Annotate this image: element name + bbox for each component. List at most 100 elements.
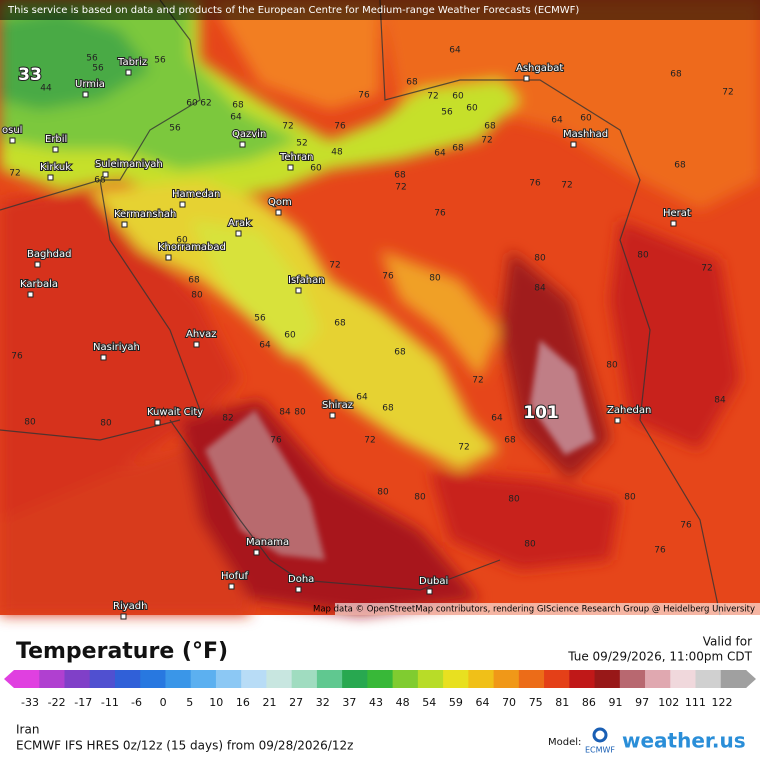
colorbar-segment bbox=[695, 670, 722, 688]
city-marker bbox=[154, 419, 161, 426]
colorbar-segment bbox=[114, 670, 141, 688]
temperature-label: 48 bbox=[331, 148, 343, 158]
region: Iran bbox=[16, 723, 39, 737]
city-marker bbox=[287, 164, 294, 171]
city-marker bbox=[239, 141, 246, 148]
legend-title: Temperature (°F) bbox=[16, 639, 228, 664]
colorbar-segment bbox=[619, 670, 646, 688]
city-label: Kuwait City bbox=[147, 407, 203, 418]
city-label: Qazvin bbox=[232, 129, 266, 140]
city-label: Herat bbox=[663, 208, 691, 219]
temperature-label: 76 bbox=[270, 436, 282, 446]
temperature-label: 56 bbox=[254, 314, 266, 324]
temperature-label: 80 bbox=[524, 540, 536, 550]
city-label: Doha bbox=[288, 574, 314, 585]
colorbar-segment bbox=[417, 670, 444, 688]
temperature-label: 60 bbox=[186, 99, 198, 109]
temperature-label: 80 bbox=[606, 361, 618, 371]
temperature-label: 84 bbox=[279, 408, 291, 418]
valid-label: Valid for bbox=[703, 635, 752, 649]
city-marker bbox=[165, 254, 172, 261]
city-label: Kermanshah bbox=[114, 209, 176, 220]
temperature-label: 68 bbox=[394, 171, 406, 181]
city-label: Suleimaniyah bbox=[95, 159, 163, 170]
city-label: Qom bbox=[268, 197, 292, 208]
temperature-label: 80 bbox=[377, 488, 389, 498]
city-label: Dubai bbox=[419, 576, 448, 587]
temperature-label: 72 bbox=[701, 264, 712, 274]
temperature-label: 68 bbox=[382, 404, 394, 414]
temperature-label: 44 bbox=[40, 84, 52, 94]
city-label: Tehran bbox=[279, 152, 313, 163]
city-marker bbox=[100, 354, 107, 361]
temperature-label: 56 bbox=[154, 56, 166, 66]
temperature-label: 72 bbox=[561, 181, 572, 191]
city-label: Shiraz bbox=[322, 400, 353, 411]
temperature-label: 64 bbox=[356, 393, 368, 403]
temperature-label: 68 bbox=[232, 101, 244, 111]
city-marker bbox=[27, 291, 34, 298]
temperature-label: 80 bbox=[637, 251, 649, 261]
temperature-label: 80 bbox=[100, 419, 112, 429]
temperature-label: 72 bbox=[329, 261, 340, 271]
city-marker bbox=[295, 586, 302, 593]
brand: weather.us bbox=[622, 729, 746, 753]
temperature-label: 80 bbox=[534, 254, 546, 264]
temperature-label: 76 bbox=[334, 122, 346, 132]
city-marker bbox=[47, 174, 54, 181]
temperature-label: 80 bbox=[414, 493, 426, 503]
temperature-label: 56 bbox=[441, 108, 453, 118]
temperature-label: 84 bbox=[714, 396, 726, 406]
attribution-bar bbox=[0, 0, 760, 20]
colorbar-segment bbox=[342, 670, 368, 688]
city-label: Riyadh bbox=[113, 601, 147, 612]
temperature-label: 64 bbox=[230, 113, 242, 123]
colorbar-tick-label: -6 bbox=[131, 696, 142, 709]
model-label: Model: bbox=[548, 737, 581, 748]
temperature-label: 64 bbox=[551, 116, 563, 126]
colorbar-segment bbox=[291, 670, 318, 688]
colorbar-tick-label: 91 bbox=[609, 696, 623, 709]
temperature-label: 56 bbox=[169, 124, 181, 134]
city-label: Urmia bbox=[75, 79, 105, 90]
temperature-label: 68 bbox=[674, 161, 686, 171]
city-label: Baghdad bbox=[27, 249, 72, 260]
colorbar-tick-label: 0 bbox=[160, 696, 167, 709]
colorbar-tick-label: -11 bbox=[101, 696, 119, 709]
temperature-label: 64 bbox=[449, 46, 461, 56]
city-marker bbox=[523, 75, 530, 82]
colorbar-segment bbox=[569, 670, 596, 688]
colorbar-tick-label: 102 bbox=[658, 696, 679, 709]
colorbar-tick-label: 48 bbox=[396, 696, 410, 709]
colorbar-tick-label: 75 bbox=[529, 696, 543, 709]
colorbar-segment bbox=[594, 670, 621, 688]
city-marker bbox=[125, 69, 132, 76]
colorbar-segment bbox=[140, 670, 166, 688]
temperature-label: 76 bbox=[358, 91, 370, 101]
temperature-label: 68 bbox=[94, 176, 106, 186]
city-label: Kirkuk bbox=[40, 162, 71, 173]
colorbar-segment bbox=[518, 670, 545, 688]
temperature-label: 72 bbox=[427, 92, 438, 102]
temperature-label: 80 bbox=[508, 495, 520, 505]
temperature-label: 80 bbox=[294, 408, 306, 418]
colorbar-tick-label: 97 bbox=[635, 696, 649, 709]
temperature-label: 64 bbox=[434, 149, 446, 159]
colorbar-segment bbox=[266, 670, 293, 688]
temperature-label: 60 bbox=[466, 104, 478, 114]
temperature-label: 80 bbox=[24, 418, 36, 428]
colorbar-segment bbox=[64, 670, 91, 688]
temperature-label: 60 bbox=[176, 236, 188, 246]
city-marker bbox=[102, 171, 109, 178]
colorbar-tick-label: -33 bbox=[21, 696, 39, 709]
temperature-label: 60 bbox=[452, 92, 464, 102]
colorbar-tick-label: 16 bbox=[236, 696, 250, 709]
model-logo: ECMWF bbox=[585, 746, 615, 755]
colorbar-segment bbox=[89, 670, 116, 688]
city-marker bbox=[34, 261, 41, 268]
city-label: Nasiriyah bbox=[93, 342, 140, 353]
colorbar-tick-label: 37 bbox=[342, 696, 356, 709]
city-marker bbox=[52, 146, 59, 153]
temperature-label: 72 bbox=[472, 376, 483, 386]
colorbar-tick-label: 111 bbox=[685, 696, 706, 709]
